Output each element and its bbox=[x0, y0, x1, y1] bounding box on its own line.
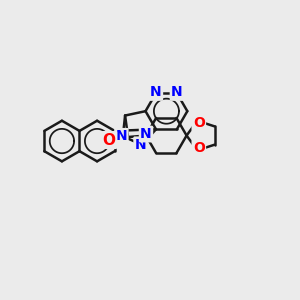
Text: N: N bbox=[171, 85, 183, 100]
Text: N: N bbox=[140, 127, 152, 141]
Text: O: O bbox=[193, 116, 205, 130]
Text: N: N bbox=[116, 129, 127, 143]
Text: O: O bbox=[193, 141, 205, 155]
Text: O: O bbox=[103, 133, 116, 148]
Text: N: N bbox=[150, 85, 162, 100]
Text: N: N bbox=[135, 138, 146, 152]
